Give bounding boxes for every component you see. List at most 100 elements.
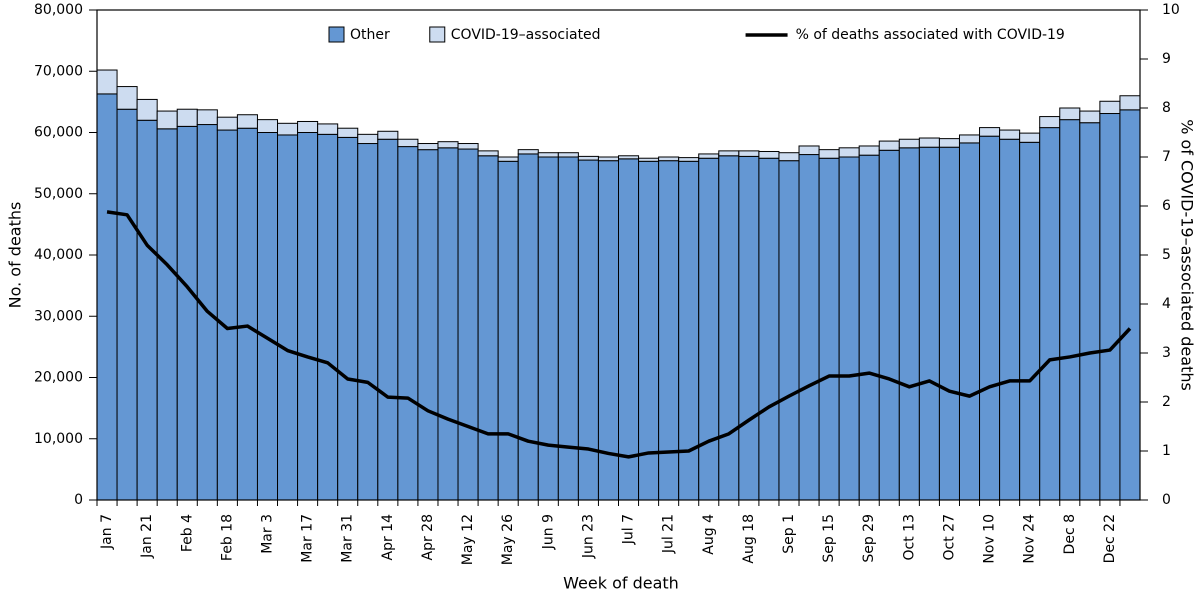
x-tick-label: Aug 18: [741, 514, 757, 564]
bar-segment: [236, 114, 258, 129]
bar-segment: [156, 128, 178, 501]
x-tick-label: May 12: [460, 514, 476, 565]
bar-segment: [818, 157, 840, 501]
x-tick-label: Oct 13: [901, 514, 917, 560]
bar-segment: [1099, 100, 1121, 115]
bar-segment: [758, 150, 780, 159]
bar-segment: [317, 133, 339, 501]
bar-segment: [718, 155, 740, 501]
bar-segment: [437, 147, 459, 501]
bar-segment: [898, 138, 920, 149]
y2-tick-label: 10: [1162, 2, 1180, 18]
bar-segment: [778, 152, 800, 162]
bar-segment: [597, 160, 620, 501]
x-tick-label: Jan 7: [99, 514, 115, 550]
bar-segment: [638, 157, 660, 162]
bar-segment: [156, 110, 178, 130]
bar-segment: [1079, 122, 1101, 501]
bar-segment: [557, 152, 579, 158]
bar-segment: [96, 93, 118, 501]
x-tick-label: Apr 14: [380, 514, 396, 561]
y2-tick-label: 6: [1162, 198, 1171, 214]
bar-segment: [437, 141, 459, 149]
bar-segment: [818, 149, 840, 159]
legend-swatch: [328, 26, 345, 43]
bar-segment: [216, 116, 238, 131]
bar-segment: [979, 135, 1001, 501]
bar-segment: [337, 127, 359, 138]
x-tick-label: Jun 9: [540, 514, 556, 550]
bar-segment: [337, 136, 359, 501]
x-tick-label: Oct 27: [941, 514, 957, 560]
y2-tick-label: 0: [1162, 492, 1171, 508]
bar-segment: [938, 146, 960, 501]
y-tick-label: 30,000: [34, 308, 83, 324]
y2-tick-label: 3: [1162, 345, 1171, 361]
bar-segment: [597, 156, 620, 162]
bar-segment: [938, 138, 960, 148]
bar-segment: [497, 160, 519, 501]
x-tick-label: Mar 17: [300, 514, 316, 563]
y2-tick-label: 1: [1162, 443, 1171, 459]
bar-segment: [898, 147, 920, 501]
bar-segment: [377, 138, 399, 501]
bar-segment: [457, 148, 479, 501]
y2-tick-label: 7: [1162, 149, 1171, 165]
y2-axis-title: % of COVID-19–associated deaths: [1178, 119, 1197, 391]
legend-label: COVID-19–associated: [451, 27, 601, 43]
x-tick-label: Apr 28: [420, 514, 436, 560]
y-tick-label: 50,000: [34, 186, 83, 202]
bar-segment: [317, 123, 339, 135]
x-tick-label: Nov 10: [982, 514, 998, 564]
y2-tick-label: 5: [1162, 247, 1171, 263]
bar-segment: [277, 122, 299, 136]
bar-segment: [477, 155, 499, 501]
bar-segment: [116, 86, 138, 110]
bar-segment: [618, 158, 640, 501]
bar-segment: [497, 156, 519, 162]
x-tick-label: Jul 21: [661, 514, 677, 554]
bar-segment: [858, 145, 880, 156]
bar-segment: [1039, 116, 1061, 129]
bar-segment: [718, 150, 740, 157]
bar-segment: [136, 98, 158, 121]
y-tick-label: 10,000: [34, 431, 83, 447]
bar-segment: [918, 146, 940, 501]
x-tick-label: Mar 31: [340, 514, 356, 563]
bar-segment: [999, 129, 1021, 140]
bar-segment: [1059, 119, 1081, 501]
y2-tick-label: 9: [1162, 51, 1171, 67]
bar-segment: [678, 157, 700, 162]
bar-segment: [1019, 141, 1041, 501]
bar-segment: [357, 133, 379, 145]
bar-segment: [297, 120, 319, 133]
bar-segment: [1059, 107, 1081, 121]
bar-segment: [1079, 110, 1101, 124]
bar-segment: [858, 154, 880, 501]
y-tick-label: 20,000: [34, 370, 83, 386]
bar-segment: [417, 143, 439, 151]
x-tick-label: Mar 3: [259, 514, 275, 554]
line: [106, 210, 1132, 459]
bar-segment: [116, 108, 138, 501]
y2-tick-label: 2: [1162, 394, 1171, 410]
x-tick-label: Jul 7: [621, 514, 637, 545]
bar-segment: [1039, 127, 1061, 501]
x-tick-label: Nov 24: [1022, 514, 1038, 564]
bar-segment: [216, 129, 238, 501]
bar-segment: [838, 156, 860, 501]
bar-segment: [256, 132, 279, 501]
y-tick-label: 0: [74, 492, 83, 508]
bar-segment: [778, 160, 800, 501]
bar-segment: [618, 155, 640, 160]
x-tick-label: Sep 1: [781, 514, 797, 554]
x-tick-label: Dec 8: [1062, 514, 1078, 554]
bar-segment: [537, 152, 559, 158]
bar-segment: [236, 127, 258, 501]
x-tick-label: Aug 4: [701, 514, 717, 555]
bar-segment: [758, 157, 780, 501]
bar-segment: [136, 119, 158, 501]
bar-segment: [277, 134, 299, 501]
